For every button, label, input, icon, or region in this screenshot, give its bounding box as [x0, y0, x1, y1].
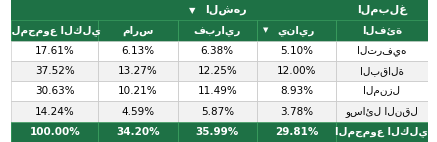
Bar	[336, 41, 428, 61]
Bar	[257, 81, 336, 101]
Bar	[11, 20, 428, 41]
Text: المنزل: المنزل	[364, 86, 400, 96]
Bar	[336, 20, 428, 41]
Bar	[98, 81, 178, 101]
Bar	[336, 61, 428, 81]
Bar	[257, 122, 336, 142]
Bar	[11, 61, 98, 81]
Text: 6.38%: 6.38%	[201, 46, 234, 56]
Text: 3.78%: 3.78%	[280, 107, 313, 117]
Bar	[178, 81, 257, 101]
Text: 10.21%: 10.21%	[118, 86, 158, 96]
Text: 29.81%: 29.81%	[275, 127, 318, 137]
Bar	[11, 101, 98, 122]
Bar	[11, 122, 98, 142]
Bar	[11, 101, 428, 122]
Text: 35.99%: 35.99%	[196, 127, 239, 137]
Bar	[178, 61, 257, 81]
Bar	[11, 0, 428, 20]
Text: مارس: مارس	[122, 25, 154, 36]
Text: المبلغ: المبلغ	[357, 5, 407, 15]
Text: المجموع الكلي: المجموع الكلي	[8, 25, 101, 36]
Text: الشهر: الشهر	[205, 5, 246, 15]
Bar	[98, 20, 178, 41]
Text: الفئة: الفئة	[362, 25, 402, 35]
Text: 30.63%: 30.63%	[35, 86, 75, 96]
Text: 13.27%: 13.27%	[118, 66, 158, 76]
Text: الترفيه: الترفيه	[357, 45, 407, 56]
Bar	[11, 81, 428, 101]
Bar	[257, 41, 336, 61]
Bar	[178, 20, 257, 41]
Text: 4.59%: 4.59%	[121, 107, 155, 117]
Bar	[336, 122, 428, 142]
Bar	[11, 20, 98, 41]
Text: ▼: ▼	[263, 27, 268, 33]
Text: فبراير: فبراير	[194, 25, 241, 36]
Text: المجموع الكلي: المجموع الكلي	[336, 126, 428, 137]
Bar	[178, 41, 257, 61]
Bar	[11, 41, 428, 61]
Bar	[98, 61, 178, 81]
Bar	[11, 41, 98, 61]
Text: وسائل النقل: وسائل النقل	[346, 106, 418, 117]
Text: البقالة: البقالة	[360, 66, 404, 76]
Bar	[98, 122, 178, 142]
Text: 14.24%: 14.24%	[35, 107, 75, 117]
Text: 37.52%: 37.52%	[35, 66, 75, 76]
Text: 17.61%: 17.61%	[35, 46, 75, 56]
Bar	[257, 20, 336, 41]
Text: 5.10%: 5.10%	[280, 46, 313, 56]
Bar	[178, 101, 257, 122]
Bar	[257, 61, 336, 81]
Bar	[11, 61, 428, 81]
Text: 6.13%: 6.13%	[121, 46, 155, 56]
Bar	[98, 41, 178, 61]
Bar	[98, 101, 178, 122]
Text: 5.87%: 5.87%	[201, 107, 234, 117]
Text: ▼: ▼	[189, 6, 195, 15]
Text: 12.00%: 12.00%	[277, 66, 316, 76]
Bar	[336, 101, 428, 122]
Text: يناير: يناير	[278, 25, 315, 36]
Bar	[178, 122, 257, 142]
Text: 100.00%: 100.00%	[29, 127, 80, 137]
Bar	[11, 81, 98, 101]
Text: 11.49%: 11.49%	[198, 86, 237, 96]
Text: 8.93%: 8.93%	[280, 86, 313, 96]
Text: 34.20%: 34.20%	[116, 127, 160, 137]
Bar	[257, 101, 336, 122]
Text: 12.25%: 12.25%	[198, 66, 237, 76]
Bar	[11, 122, 428, 142]
Bar	[336, 81, 428, 101]
